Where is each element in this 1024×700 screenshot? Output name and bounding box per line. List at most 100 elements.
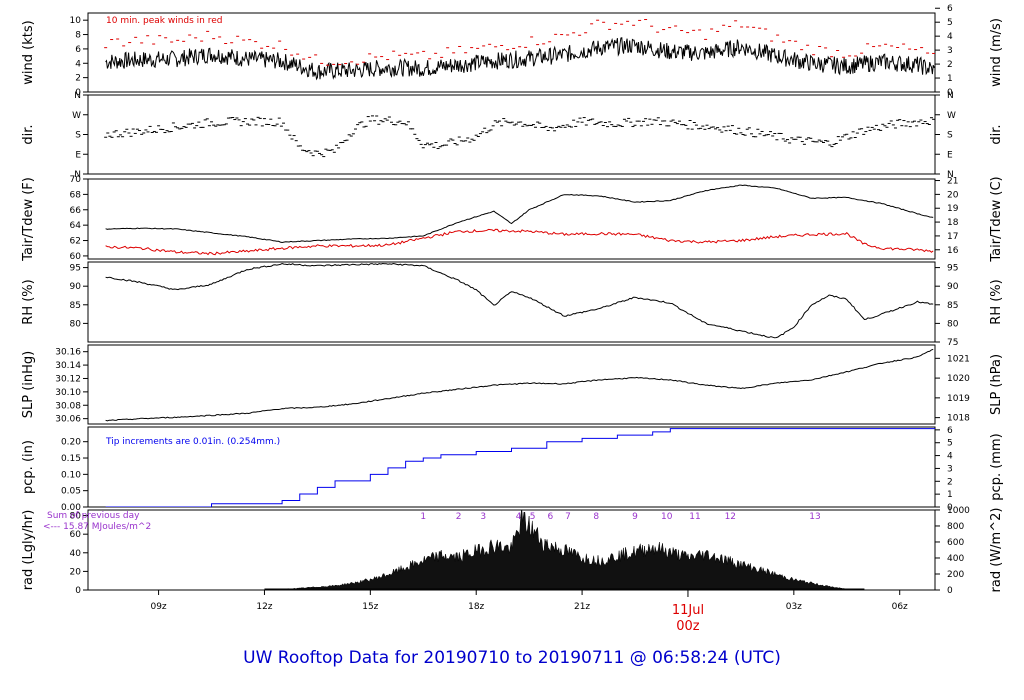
ytick-label-left: 6 bbox=[75, 45, 81, 55]
ytick-label-right: 1020 bbox=[947, 374, 970, 384]
panel-slp: 30.06 30.08 30.10 30.12 30.14 30.16 1018 1019 10… bbox=[21, 344, 1004, 425]
panel-temp: 60 62 64 66 68 70 16 17 18 19 20 21 Tair/Tdew (F) Tai… bbox=[21, 175, 1004, 263]
ytick-label-left: 4 bbox=[75, 59, 81, 69]
ylabel-right: rad (W/m^2) bbox=[989, 508, 1004, 593]
xtick-label: 15z bbox=[362, 602, 378, 612]
panel-frame bbox=[87, 94, 936, 175]
ytick-label-right: 3 bbox=[947, 464, 953, 474]
ytick-label-left: 0 bbox=[75, 586, 81, 596]
xtick-label: 12z bbox=[256, 602, 272, 612]
ytick-label-right: 21 bbox=[947, 177, 958, 187]
ytick-label-right: 75 bbox=[947, 338, 958, 348]
rad-marker-11: 11 bbox=[689, 512, 700, 522]
ylabel-left: Tair/Tdew (F) bbox=[21, 177, 36, 262]
ytick-label-right: 400 bbox=[947, 554, 964, 564]
day-label: 11Jul bbox=[672, 603, 704, 618]
ytick-label-left: 64 bbox=[70, 221, 82, 231]
panel-annotation: Tip increments are 0.01in. (0.254mm.) bbox=[105, 437, 280, 447]
rad-marker-7: 7 bbox=[565, 512, 571, 522]
ytick-label-left: 40 bbox=[70, 549, 82, 559]
ytick-label-right: 6 bbox=[947, 4, 953, 14]
ytick-label-right: 5 bbox=[947, 439, 953, 449]
ytick-label-right: 1019 bbox=[947, 394, 970, 404]
panel-data-dir bbox=[104, 115, 935, 158]
panel-data-wind bbox=[104, 19, 935, 81]
ytick-label-left: 0 bbox=[75, 88, 81, 98]
ytick-label-right: W bbox=[947, 111, 956, 121]
ytick-label-left: 2 bbox=[75, 74, 81, 84]
ytick-label-left: 30.16 bbox=[55, 348, 81, 358]
panel-frame bbox=[87, 178, 936, 260]
ytick-label-right: 1000 bbox=[947, 506, 970, 516]
rad-marker-10: 10 bbox=[661, 512, 673, 522]
ylabel-right: pcp. (mm) bbox=[989, 433, 1004, 500]
ytick-label-right: 1021 bbox=[947, 354, 970, 364]
xtick-label: 09z bbox=[150, 602, 166, 612]
ytick-label-right: 85 bbox=[947, 301, 958, 311]
ylabel-left: SLP (inHg) bbox=[21, 351, 36, 419]
ytick-label-left: 70 bbox=[70, 175, 82, 185]
ytick-label-right: N bbox=[947, 91, 954, 101]
ylabel-left: pcp. (in) bbox=[21, 440, 36, 494]
ytick-label-left: 0.00 bbox=[61, 503, 81, 513]
xtick-label: 06z bbox=[892, 602, 908, 612]
ytick-label-right: 80 bbox=[947, 319, 959, 329]
ytick-label-right: 2 bbox=[947, 60, 953, 70]
ylabel-right: wind (m/s) bbox=[989, 18, 1004, 87]
ylabel-left: dir. bbox=[21, 124, 36, 144]
series-wind bbox=[105, 37, 935, 81]
ytick-label-left: W bbox=[72, 111, 81, 121]
ytick-label-left: 30.14 bbox=[55, 361, 81, 371]
ytick-label-left: 62 bbox=[70, 237, 81, 247]
series-RH bbox=[105, 262, 934, 339]
ytick-label-left: N bbox=[74, 91, 81, 101]
day-sub-label: 00z bbox=[676, 619, 700, 634]
ytick-label-left: 0.20 bbox=[61, 438, 81, 448]
ytick-label-left: 30.10 bbox=[55, 388, 81, 398]
xtick-label: 18z bbox=[468, 602, 484, 612]
ylabel-left: RH (%) bbox=[21, 279, 36, 324]
ytick-label-left: N bbox=[74, 170, 81, 180]
ylabel-right: Tair/Tdew (C) bbox=[989, 176, 1004, 262]
panel-data-slp bbox=[105, 348, 934, 422]
ytick-label-right: 200 bbox=[947, 570, 964, 580]
rad-marker-6: 6 bbox=[547, 512, 553, 522]
ytick-label-right: 1 bbox=[947, 490, 953, 500]
ytick-label-left: 0.10 bbox=[61, 470, 81, 480]
ytick-label-right: 2 bbox=[947, 477, 953, 487]
ytick-label-left: 90 bbox=[70, 282, 82, 292]
rad-sum-value: <--- 15.87 MJoules/m^2 bbox=[43, 522, 151, 532]
ytick-label-right: 600 bbox=[947, 538, 964, 548]
series-Tdew bbox=[105, 228, 934, 256]
rad-marker-2: 2 bbox=[456, 512, 462, 522]
ylabel-right: RH (%) bbox=[989, 279, 1004, 324]
panel-frame bbox=[87, 426, 936, 508]
rad-marker-12: 12 bbox=[725, 512, 736, 522]
ytick-label-left: 30.12 bbox=[55, 374, 81, 384]
ytick-label-right: 6 bbox=[947, 426, 953, 436]
ytick-label-right: S bbox=[947, 131, 953, 141]
rad-marker-3: 3 bbox=[480, 512, 486, 522]
ytick-label-right: 0 bbox=[947, 586, 953, 596]
ytick-label-right: 0 bbox=[947, 503, 953, 513]
panel-wind: 0 2 4 6 8 10 0 1 2 3 4 5 6 wind (kts) wind (m/s) 10 min… bbox=[21, 4, 1004, 98]
ytick-label-left: 10 bbox=[70, 16, 82, 26]
rad-marker-1: 1 bbox=[420, 512, 426, 522]
ytick-label-left: S bbox=[75, 131, 81, 141]
panel-pcp: 0.00 0.05 0.10 0.15 0.20 0 1 2 3 4 5 6 pcp. (in) pcp.… bbox=[21, 426, 1004, 513]
ytick-label-right: 16 bbox=[947, 246, 959, 256]
ytick-label-left: 85 bbox=[70, 301, 81, 311]
rad-marker-13: 13 bbox=[809, 512, 820, 522]
ytick-label-right: 1 bbox=[947, 74, 953, 84]
ytick-label-right: 18 bbox=[947, 218, 959, 228]
ytick-label-left: 60 bbox=[70, 530, 82, 540]
ytick-label-left: 0.15 bbox=[61, 454, 81, 464]
ytick-label-left: 30.08 bbox=[55, 401, 81, 411]
ytick-label-right: 17 bbox=[947, 232, 958, 242]
ytick-label-right: 5 bbox=[947, 18, 953, 28]
ytick-label-right: 90 bbox=[947, 282, 959, 292]
rad-marker-9: 9 bbox=[632, 512, 638, 522]
